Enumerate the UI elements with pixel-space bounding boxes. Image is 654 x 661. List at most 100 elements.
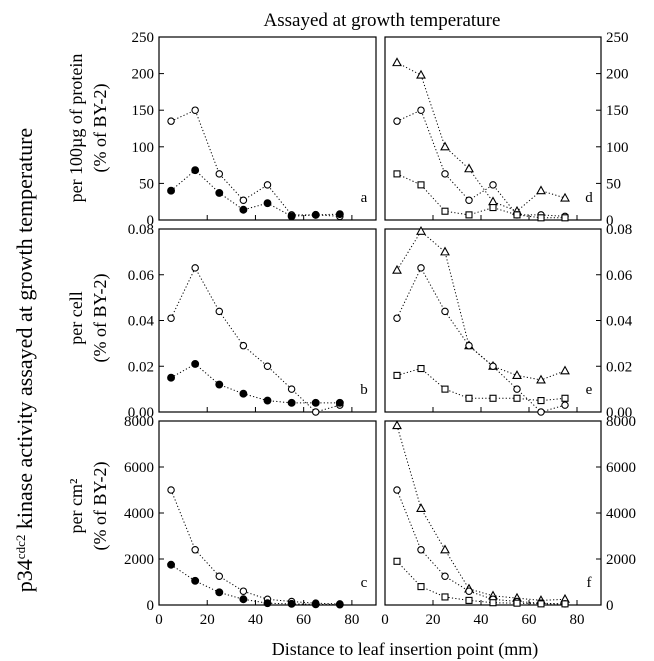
data-point-open-circle [513, 385, 521, 393]
y-tick-label: 0.00 [606, 405, 632, 421]
y-tick-label: 4000 [606, 506, 636, 522]
panel-b: 0.00 0.02 0.04 0.06 0.08 b [128, 222, 377, 421]
data-point-open-circle [215, 170, 224, 178]
y-tick-label: 8000 [606, 414, 636, 430]
series-line-filled-circle [170, 169, 340, 217]
data-point-filled-circle [167, 186, 176, 195]
data-point-open-circle [167, 117, 175, 125]
panel-c-frame [158, 420, 377, 606]
panel-a-frame [158, 36, 377, 221]
y-tick-label: 2000 [124, 552, 154, 568]
data-point-open-square [441, 593, 449, 601]
data-point-open-square [465, 211, 473, 219]
data-point-open-square [441, 207, 449, 215]
data-point-open-square [417, 583, 425, 591]
data-point-open-square [417, 364, 425, 373]
y-tick-label: 150 [132, 103, 155, 119]
y-tick-label: 6000 [124, 460, 154, 476]
data-point-open-triangle [560, 365, 570, 375]
panel-letter: e [586, 382, 593, 398]
top-title: Assayed at growth temperature [264, 10, 501, 31]
y-tick-label: 0.00 [128, 405, 154, 421]
panel-letter: d [585, 190, 593, 206]
y-tick-label: 50 [139, 176, 154, 192]
x-tick-label: 60 [522, 612, 537, 628]
series-line-open-circle [170, 489, 340, 605]
data-point-open-circle [239, 341, 248, 350]
row-c-label-line2: (% of BY-2) [90, 462, 111, 551]
data-point-open-square [513, 211, 521, 219]
y-tick-label: 0 [606, 598, 614, 614]
data-point-open-circle [167, 314, 175, 322]
data-point-filled-circle [239, 595, 248, 604]
data-point-open-triangle [440, 141, 450, 151]
data-point-open-triangle [416, 69, 426, 79]
data-point-filled-circle [263, 396, 272, 405]
y-tick-label: 0.04 [606, 314, 633, 330]
data-point-open-circle [417, 546, 425, 554]
y-tick-label: 200 [132, 67, 155, 83]
data-point-open-circle [287, 385, 296, 393]
data-point-open-square [465, 394, 473, 402]
row-a-label-line1: per 100µg of protein [66, 54, 86, 203]
data-point-open-circle [441, 307, 449, 316]
series-line-open-circle [170, 109, 340, 217]
data-point-open-square [417, 181, 425, 189]
data-point-open-square [465, 596, 473, 604]
data-point-open-square [393, 557, 401, 565]
series-line-open-circle [396, 489, 566, 605]
x-tick-label: 60 [296, 612, 311, 628]
data-point-filled-circle [191, 166, 200, 175]
data-point-filled-circle [263, 199, 272, 208]
data-point-filled-circle [335, 398, 344, 407]
y-main-label: p34cdc2 kinase activity assayed at growt… [12, 128, 37, 592]
data-point-filled-circle [263, 599, 272, 608]
y-main-label-prefix: p34 [12, 559, 37, 592]
data-point-open-circle [263, 181, 272, 189]
data-point-open-square [537, 397, 545, 405]
series-line-open-circle [396, 109, 566, 217]
data-point-open-square [489, 394, 497, 402]
series-line-filled-circle [170, 363, 340, 404]
data-point-open-circle [489, 181, 497, 189]
row-b-label-line1: per cell [66, 291, 86, 344]
series-line-open-square [396, 173, 565, 219]
data-point-open-triangle [536, 374, 546, 384]
data-point-filled-circle [215, 188, 224, 197]
y-tick-label: 2000 [606, 552, 636, 568]
panel-d: 0 50 100 150 200 250 d [384, 30, 629, 229]
data-point-filled-circle [215, 380, 224, 389]
panel-f: 0 2000 4000 6000 8000 0 20 40 60 80 f [381, 414, 636, 628]
panel-d-frame [384, 36, 602, 221]
panel-f-frame [384, 420, 602, 606]
data-point-open-triangle [416, 225, 426, 235]
data-point-open-square [489, 599, 497, 607]
y-main-label-sup: cdc2 [13, 535, 28, 560]
data-point-filled-circle [239, 205, 248, 214]
x-tick-label: 80 [344, 612, 359, 628]
data-point-open-circle [561, 401, 569, 409]
y-tick-label: 8000 [124, 414, 154, 430]
x-tick-label: 40 [474, 612, 489, 628]
data-point-open-circle [417, 106, 425, 114]
data-point-open-circle [417, 264, 425, 272]
y-tick-label: 200 [606, 67, 629, 83]
data-point-open-square [561, 394, 569, 402]
y-tick-label: 100 [132, 140, 155, 156]
y-tick-label: 0 [147, 598, 155, 614]
panel-letter: a [361, 190, 368, 206]
data-point-open-circle [393, 117, 401, 125]
data-point-open-square [561, 214, 569, 222]
series-line-open-triangle [396, 425, 566, 601]
x-tick-label: 80 [570, 612, 585, 628]
y-tick-label: 0.06 [128, 268, 155, 284]
data-point-open-triangle [560, 192, 570, 202]
data-point-open-circle [465, 341, 473, 350]
data-point-open-triangle [536, 185, 546, 195]
data-point-open-circle [215, 572, 224, 580]
row-b-label-line2: (% of BY-2) [90, 274, 111, 363]
data-point-filled-circle [311, 210, 320, 219]
data-point-filled-circle [215, 588, 224, 597]
x-tick-label: 0 [381, 612, 389, 628]
